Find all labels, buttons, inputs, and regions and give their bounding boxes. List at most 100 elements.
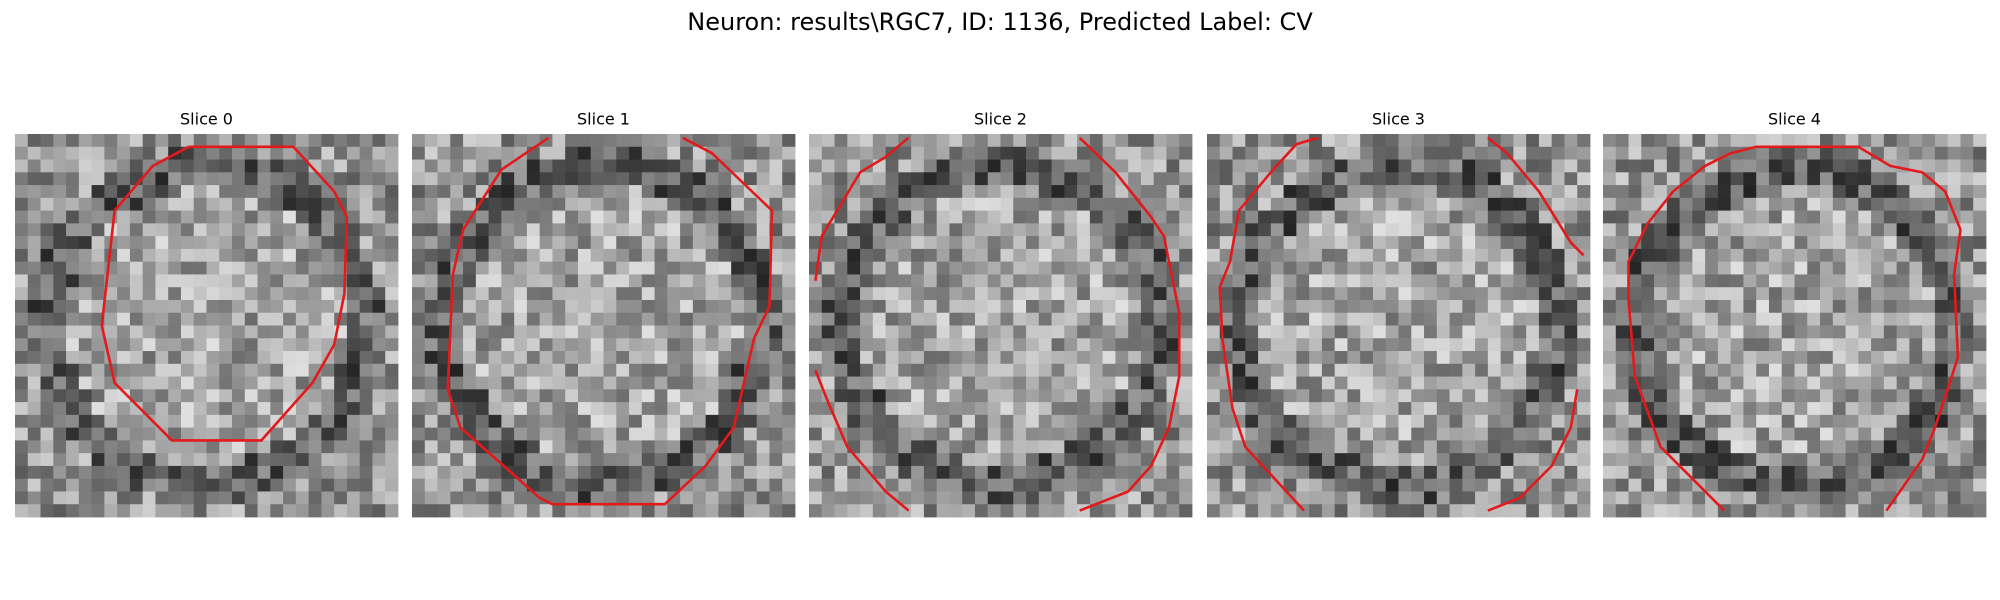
pixel: [117, 402, 131, 416]
pixel: [1411, 504, 1425, 518]
pixel: [1347, 287, 1361, 301]
pixel: [193, 363, 207, 377]
pixel: [552, 351, 566, 365]
pixel: [1115, 351, 1129, 365]
pixel: [1232, 146, 1246, 160]
pixel: [450, 146, 464, 160]
pixel: [346, 185, 361, 199]
pixel: [219, 299, 233, 314]
pixel: [501, 223, 515, 237]
pixel: [552, 287, 566, 301]
pixel: [346, 389, 361, 403]
pixel: [860, 299, 874, 314]
pixel: [412, 389, 426, 403]
pixel: [705, 223, 719, 237]
pixel: [1768, 414, 1783, 429]
pixel: [526, 389, 541, 403]
pixel: [1526, 465, 1540, 480]
pixel: [1245, 248, 1259, 263]
pixel: [1820, 223, 1834, 237]
pixel: [27, 491, 41, 505]
pixel: [565, 185, 579, 199]
pixel: [40, 338, 54, 352]
pixel: [359, 146, 373, 160]
pixel: [552, 376, 566, 390]
pixel: [346, 504, 361, 518]
pixel: [923, 146, 938, 160]
pixel: [923, 248, 938, 263]
pixel: [1615, 325, 1629, 339]
pixel: [565, 376, 579, 390]
pixel: [1564, 376, 1578, 390]
pixel: [1960, 338, 1974, 352]
pixel: [1743, 414, 1757, 429]
pixel: [1166, 134, 1180, 148]
pixel: [987, 376, 1001, 390]
pixel: [1500, 440, 1514, 454]
pixel: [346, 338, 361, 352]
pixel: [641, 465, 655, 480]
pixel: [1820, 338, 1834, 352]
pixel: [424, 325, 438, 339]
pixel: [40, 504, 54, 518]
pixel: [1347, 223, 1361, 237]
pixel: [1973, 159, 1987, 173]
pixel: [962, 504, 976, 518]
pixel: [168, 427, 182, 441]
pixel: [232, 299, 246, 314]
pixel: [654, 376, 668, 390]
pixel: [1794, 248, 1808, 263]
pixel: [270, 210, 284, 224]
pixel: [705, 159, 719, 173]
pixel: [1500, 134, 1514, 148]
pixel: [1424, 261, 1438, 275]
pixel: [1321, 389, 1336, 403]
pixel: [565, 440, 579, 454]
pixel: [756, 427, 770, 441]
pixel: [1858, 427, 1872, 441]
pixel: [1283, 465, 1297, 480]
pixel: [860, 363, 874, 377]
pixel: [872, 274, 886, 288]
pixel: [488, 465, 502, 480]
pixel: [1424, 185, 1438, 199]
pixel: [1334, 312, 1348, 326]
pixel: [359, 172, 373, 186]
pixel: [1883, 389, 1898, 403]
pixel: [860, 197, 874, 211]
pixel: [1462, 465, 1476, 480]
pixel: [66, 325, 80, 339]
pixel: [1896, 389, 1910, 403]
pixel: [1321, 287, 1336, 301]
pixel: [1551, 299, 1565, 314]
pixel: [565, 172, 579, 186]
pixel: [667, 274, 681, 288]
pixel: [1000, 351, 1014, 365]
pixel: [1179, 287, 1193, 301]
pixel: [809, 491, 823, 505]
pixel: [987, 363, 1001, 377]
pixel: [962, 261, 976, 275]
pixel: [526, 338, 541, 352]
pixel: [168, 223, 182, 237]
pixel: [936, 210, 950, 224]
pixel: [1051, 338, 1065, 352]
pixel: [1603, 453, 1617, 467]
pixel: [193, 402, 207, 416]
pixel: [898, 363, 912, 377]
pixel: [1922, 210, 1936, 224]
pixel: [1115, 363, 1129, 377]
pixel: [129, 338, 144, 352]
pixel: [1207, 363, 1221, 377]
pixel: [1603, 236, 1617, 250]
pixel: [180, 491, 195, 505]
pixel: [1296, 223, 1310, 237]
pixel: [936, 453, 950, 467]
pixel: [180, 274, 195, 288]
pixel: [1207, 261, 1221, 275]
pixel: [1628, 440, 1642, 454]
pixel: [974, 440, 989, 454]
pixel: [1577, 363, 1591, 377]
pixel: [1140, 453, 1155, 467]
pixel: [911, 223, 925, 237]
